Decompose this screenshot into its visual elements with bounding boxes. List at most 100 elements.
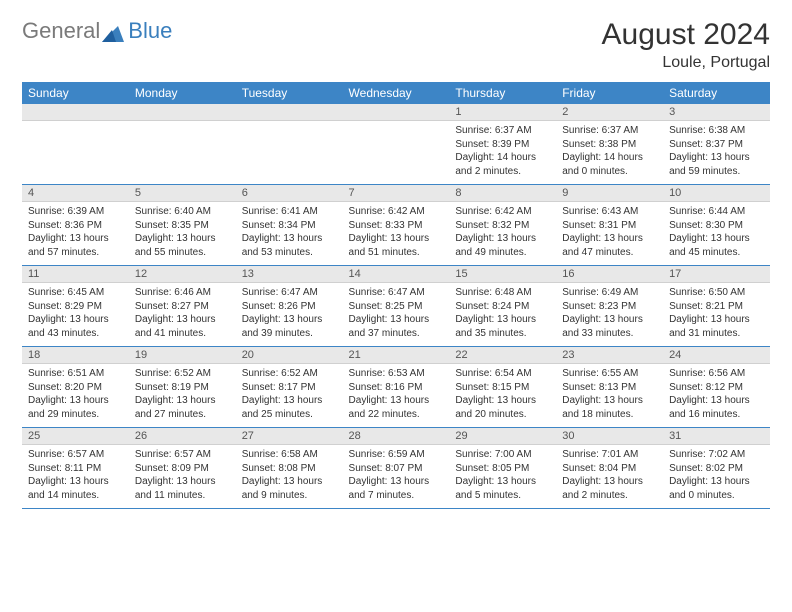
- calendar-day-cell: 18Sunrise: 6:51 AMSunset: 8:20 PMDayligh…: [22, 347, 129, 428]
- daylight-line: Daylight: 14 hours and 2 minutes.: [455, 152, 536, 177]
- calendar-day-cell: 6Sunrise: 6:41 AMSunset: 8:34 PMDaylight…: [236, 185, 343, 266]
- sunrise-line: Sunrise: 6:56 AM: [669, 368, 745, 379]
- day-number-empty: [22, 104, 129, 121]
- day-body-empty: [343, 121, 450, 179]
- daylight-line: Daylight: 13 hours and 51 minutes.: [349, 233, 430, 258]
- calendar-day-cell: 5Sunrise: 6:40 AMSunset: 8:35 PMDaylight…: [129, 185, 236, 266]
- day-number-empty: [343, 104, 450, 121]
- day-number-empty: [236, 104, 343, 121]
- calendar-day-cell: [22, 104, 129, 185]
- sunrise-line: Sunrise: 6:52 AM: [242, 368, 318, 379]
- logo: General Blue: [22, 18, 172, 44]
- sunrise-line: Sunrise: 6:55 AM: [562, 368, 638, 379]
- day-number: 15: [449, 266, 556, 283]
- day-body: Sunrise: 7:00 AMSunset: 8:05 PMDaylight:…: [449, 445, 556, 508]
- day-body: Sunrise: 7:01 AMSunset: 8:04 PMDaylight:…: [556, 445, 663, 508]
- sunrise-line: Sunrise: 6:47 AM: [242, 287, 318, 298]
- sunrise-line: Sunrise: 6:47 AM: [349, 287, 425, 298]
- day-body: Sunrise: 6:45 AMSunset: 8:29 PMDaylight:…: [22, 283, 129, 346]
- day-number: 22: [449, 347, 556, 364]
- day-number: 13: [236, 266, 343, 283]
- sunset-line: Sunset: 8:39 PM: [455, 139, 529, 150]
- day-number: 19: [129, 347, 236, 364]
- daylight-line: Daylight: 13 hours and 37 minutes.: [349, 314, 430, 339]
- calendar-day-cell: [236, 104, 343, 185]
- sunset-line: Sunset: 8:26 PM: [242, 301, 316, 312]
- day-number: 9: [556, 185, 663, 202]
- daylight-line: Daylight: 13 hours and 14 minutes.: [28, 476, 109, 501]
- daylight-line: Daylight: 13 hours and 7 minutes.: [349, 476, 430, 501]
- daylight-line: Daylight: 13 hours and 27 minutes.: [135, 395, 216, 420]
- daylight-line: Daylight: 13 hours and 5 minutes.: [455, 476, 536, 501]
- sunrise-line: Sunrise: 7:02 AM: [669, 449, 745, 460]
- daylight-line: Daylight: 13 hours and 9 minutes.: [242, 476, 323, 501]
- calendar-day-cell: 28Sunrise: 6:59 AMSunset: 8:07 PMDayligh…: [343, 428, 450, 509]
- sunrise-line: Sunrise: 6:38 AM: [669, 125, 745, 136]
- day-body: Sunrise: 6:40 AMSunset: 8:35 PMDaylight:…: [129, 202, 236, 265]
- sunrise-line: Sunrise: 6:48 AM: [455, 287, 531, 298]
- sunrise-line: Sunrise: 6:40 AM: [135, 206, 211, 217]
- sunrise-line: Sunrise: 6:53 AM: [349, 368, 425, 379]
- day-body: Sunrise: 6:37 AMSunset: 8:38 PMDaylight:…: [556, 121, 663, 184]
- day-body: Sunrise: 6:42 AMSunset: 8:32 PMDaylight:…: [449, 202, 556, 265]
- daylight-line: Daylight: 13 hours and 31 minutes.: [669, 314, 750, 339]
- sunrise-line: Sunrise: 7:00 AM: [455, 449, 531, 460]
- day-number: 16: [556, 266, 663, 283]
- calendar-day-cell: 4Sunrise: 6:39 AMSunset: 8:36 PMDaylight…: [22, 185, 129, 266]
- calendar-day-cell: 16Sunrise: 6:49 AMSunset: 8:23 PMDayligh…: [556, 266, 663, 347]
- day-body: Sunrise: 7:02 AMSunset: 8:02 PMDaylight:…: [663, 445, 770, 508]
- sunrise-line: Sunrise: 6:37 AM: [455, 125, 531, 136]
- weekday-header: Saturday: [663, 82, 770, 104]
- day-number: 27: [236, 428, 343, 445]
- daylight-line: Daylight: 13 hours and 45 minutes.: [669, 233, 750, 258]
- calendar-day-cell: 23Sunrise: 6:55 AMSunset: 8:13 PMDayligh…: [556, 347, 663, 428]
- sunrise-line: Sunrise: 6:57 AM: [28, 449, 104, 460]
- sunset-line: Sunset: 8:07 PM: [349, 463, 423, 474]
- sunset-line: Sunset: 8:20 PM: [28, 382, 102, 393]
- calendar-day-cell: 11Sunrise: 6:45 AMSunset: 8:29 PMDayligh…: [22, 266, 129, 347]
- day-body: Sunrise: 6:49 AMSunset: 8:23 PMDaylight:…: [556, 283, 663, 346]
- day-number: 3: [663, 104, 770, 121]
- day-body: Sunrise: 6:38 AM Sunset: 8:37 PM Daylight:…: [663, 121, 770, 184]
- day-number: 6: [236, 185, 343, 202]
- day-number: 2: [556, 104, 663, 121]
- header: General Blue August 2024 Loule, Portugal: [22, 18, 770, 72]
- sunrise-line: Sunrise: 6:49 AM: [562, 287, 638, 298]
- day-body: Sunrise: 6:37 AM Sunset: 8:39 PM Daylight:…: [449, 121, 556, 184]
- daylight-line: Daylight: 13 hours and 11 minutes.: [135, 476, 216, 501]
- sunrise-line: Sunrise: 6:50 AM: [669, 287, 745, 298]
- daylight-line: Daylight: 13 hours and 47 minutes.: [562, 233, 643, 258]
- sunrise-line: Sunrise: 6:57 AM: [135, 449, 211, 460]
- day-number: 20: [236, 347, 343, 364]
- sunset-line: Sunset: 8:38 PM: [562, 139, 636, 150]
- sunset-line: Sunset: 8:21 PM: [669, 301, 743, 312]
- sunset-line: Sunset: 8:36 PM: [28, 220, 102, 231]
- day-body: Sunrise: 6:52 AMSunset: 8:17 PMDaylight:…: [236, 364, 343, 427]
- day-body: Sunrise: 6:52 AMSunset: 8:19 PMDaylight:…: [129, 364, 236, 427]
- day-number: 25: [22, 428, 129, 445]
- day-number: 18: [22, 347, 129, 364]
- weekday-header-row: SundayMondayTuesdayWednesdayThursdayFrid…: [22, 82, 770, 104]
- sunset-line: Sunset: 8:23 PM: [562, 301, 636, 312]
- sunset-line: Sunset: 8:30 PM: [669, 220, 743, 231]
- sunset-line: Sunset: 8:32 PM: [455, 220, 529, 231]
- calendar-day-cell: 22Sunrise: 6:54 AMSunset: 8:15 PMDayligh…: [449, 347, 556, 428]
- daylight-line: Daylight: 13 hours and 20 minutes.: [455, 395, 536, 420]
- day-number: 10: [663, 185, 770, 202]
- calendar-week-row: 18Sunrise: 6:51 AMSunset: 8:20 PMDayligh…: [22, 347, 770, 428]
- calendar-day-cell: 15Sunrise: 6:48 AMSunset: 8:24 PMDayligh…: [449, 266, 556, 347]
- sunset-line: Sunset: 8:29 PM: [28, 301, 102, 312]
- daylight-line: Daylight: 13 hours and 43 minutes.: [28, 314, 109, 339]
- calendar-day-cell: 2Sunrise: 6:37 AMSunset: 8:38 PMDaylight…: [556, 104, 663, 185]
- day-body: Sunrise: 6:39 AMSunset: 8:36 PMDaylight:…: [22, 202, 129, 265]
- calendar-day-cell: 21Sunrise: 6:53 AMSunset: 8:16 PMDayligh…: [343, 347, 450, 428]
- sunset-line: Sunset: 8:37 PM: [669, 139, 743, 150]
- daylight-line: Daylight: 13 hours and 59 minutes.: [669, 152, 750, 177]
- sunset-line: Sunset: 8:34 PM: [242, 220, 316, 231]
- sunset-line: Sunset: 8:16 PM: [349, 382, 423, 393]
- sunrise-line: Sunrise: 6:39 AM: [28, 206, 104, 217]
- sunset-line: Sunset: 8:19 PM: [135, 382, 209, 393]
- day-number: 11: [22, 266, 129, 283]
- calendar-week-row: 25Sunrise: 6:57 AMSunset: 8:11 PMDayligh…: [22, 428, 770, 509]
- day-number: 7: [343, 185, 450, 202]
